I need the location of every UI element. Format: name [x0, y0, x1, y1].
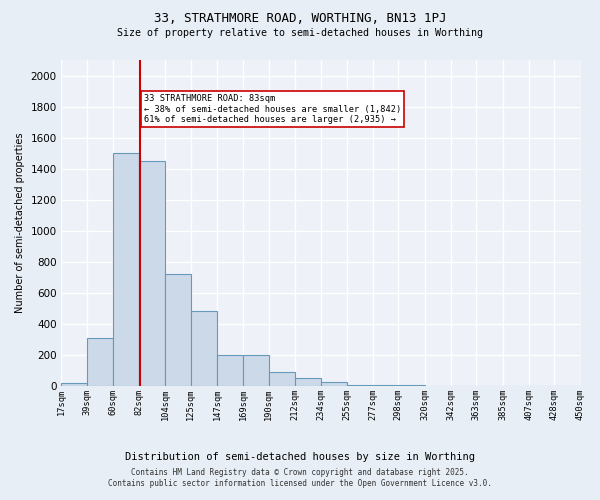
Bar — [269, 372, 295, 386]
Bar — [373, 385, 398, 386]
Bar — [347, 385, 373, 386]
Text: 33 STRATHMORE ROAD: 83sqm
← 38% of semi-detached houses are smaller (1,842)
61% : 33 STRATHMORE ROAD: 83sqm ← 38% of semi-… — [144, 94, 401, 124]
Bar — [113, 153, 139, 386]
Y-axis label: Number of semi-detached properties: Number of semi-detached properties — [15, 132, 25, 313]
Bar — [322, 382, 347, 386]
Text: Size of property relative to semi-detached houses in Worthing: Size of property relative to semi-detach… — [117, 28, 483, 38]
Text: 33, STRATHMORE ROAD, WORTHING, BN13 1PJ: 33, STRATHMORE ROAD, WORTHING, BN13 1PJ — [154, 12, 446, 26]
Bar — [88, 338, 113, 386]
Bar — [295, 378, 322, 386]
Bar — [244, 356, 269, 386]
Bar — [166, 274, 191, 386]
Bar — [61, 382, 88, 386]
Bar — [191, 312, 217, 386]
Text: Distribution of semi-detached houses by size in Worthing: Distribution of semi-detached houses by … — [125, 452, 475, 462]
Text: Contains HM Land Registry data © Crown copyright and database right 2025.
Contai: Contains HM Land Registry data © Crown c… — [108, 468, 492, 487]
Bar — [217, 356, 244, 386]
Bar — [139, 161, 166, 386]
